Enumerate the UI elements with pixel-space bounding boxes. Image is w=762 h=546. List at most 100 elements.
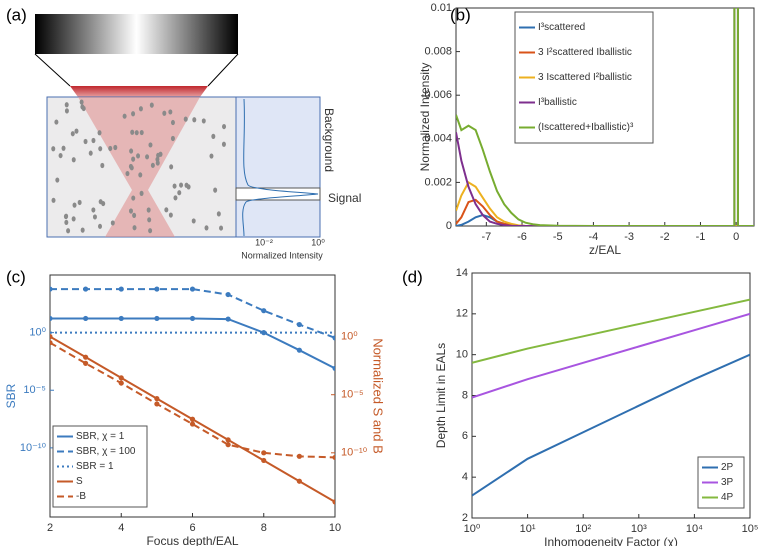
scatterer (91, 137, 96, 144)
y-tick-label: 10⁰ (29, 327, 46, 339)
scatterer (169, 164, 174, 170)
marker (83, 354, 89, 360)
y-axis-label: Depth Limit in EALs (434, 343, 448, 448)
series-line (472, 312, 750, 399)
inset-xlabel: Normalized Intensity (241, 250, 323, 260)
legend-label: (Iscattered+Iballistic)³ (538, 122, 634, 133)
scatterer (131, 195, 136, 201)
marker (83, 286, 89, 292)
x-axis-label: Focus depth/EAL (146, 534, 238, 546)
marker (83, 360, 89, 366)
marker (261, 330, 267, 336)
scatterer (164, 207, 169, 213)
x-axis-label: z/EAL (589, 243, 621, 257)
scatterer (150, 162, 155, 168)
y-tick-label: 0.01 (431, 2, 452, 14)
scatterer (113, 144, 118, 151)
scatterer (125, 170, 130, 177)
scatterer (148, 228, 153, 234)
scatterer (66, 228, 71, 234)
y-tick-label: 0.006 (424, 89, 452, 101)
x-tick-label: 10² (575, 523, 591, 535)
scatterer (98, 199, 103, 205)
y-tick-label: 10⁻¹⁰ (20, 442, 47, 454)
marker (225, 291, 231, 298)
scatterer (138, 106, 143, 112)
x-tick-label: -5 (553, 231, 563, 243)
y2-tick-label: 10⁻⁵ (341, 389, 364, 401)
scatterer (72, 202, 77, 208)
series-line (456, 8, 754, 226)
x-tick-label: -2 (660, 231, 670, 243)
scatterer (149, 102, 154, 108)
legend-label: 4P (721, 492, 734, 503)
marker (118, 375, 124, 381)
series-line (456, 8, 754, 226)
diagram: (a) Background Signal 10⁻² 10⁰ Normalize… (6, 5, 361, 260)
scatterer (145, 154, 150, 160)
objective (35, 14, 238, 54)
x-tick-label: 10⁰ (464, 523, 481, 535)
legend-label: SBR, χ = 100 (76, 446, 136, 457)
x-tick-label: 10¹ (520, 523, 536, 535)
scatterers (51, 99, 227, 234)
scatterer (183, 116, 188, 122)
marker (225, 316, 231, 322)
series-line (472, 298, 750, 364)
scatterer (64, 108, 69, 114)
scatterer (132, 212, 137, 219)
edge (34, 53, 71, 87)
x-tick-label: -6 (517, 231, 527, 243)
scatterer (131, 156, 136, 162)
series-line (50, 288, 335, 339)
marker (154, 315, 160, 322)
series-line (456, 214, 754, 226)
marker (189, 416, 196, 422)
scatterer (170, 135, 175, 142)
scatterer (71, 216, 76, 222)
scatterer (63, 213, 68, 220)
scatterer (64, 102, 69, 108)
y2-tick-label: 10⁰ (341, 331, 358, 343)
scatterer (177, 190, 182, 196)
scatterer (54, 119, 59, 125)
scatterer (148, 142, 153, 148)
legend-label: 3 I²scattered Iballistic (538, 47, 632, 58)
series-line (456, 198, 754, 226)
y-tick-label: 0.004 (424, 133, 452, 145)
scatterer (209, 153, 214, 159)
scatterer (162, 110, 167, 116)
scatterer (222, 123, 227, 130)
scatterer (211, 133, 216, 139)
scatterer (192, 117, 197, 123)
marker (261, 457, 267, 464)
scatterer (80, 227, 85, 233)
legend-label: 2P (721, 462, 734, 473)
scatterer (158, 151, 163, 157)
scatterer (168, 212, 173, 218)
y-tick-label: 12 (456, 308, 468, 320)
legend-label: 3 Iscattered I²ballistic (538, 72, 632, 83)
scatterer (98, 223, 103, 229)
marker (261, 308, 267, 314)
legend-label: S (76, 476, 83, 487)
marker (189, 315, 196, 322)
y-tick-label: 0.002 (424, 176, 452, 188)
x-tick-label: 10⁵ (742, 523, 759, 535)
x-tick-label: -1 (696, 231, 706, 243)
marker (332, 454, 335, 461)
signal-label: Signal (328, 191, 361, 205)
x-axis-label: Inhomogeneity Factor (χ) (544, 535, 678, 546)
scatterer (108, 145, 113, 152)
marker (118, 286, 124, 292)
y-tick-label: 0.008 (424, 46, 452, 58)
marker (296, 453, 302, 459)
scatterer (132, 225, 137, 231)
marker (50, 340, 53, 346)
legend-label: -B (76, 491, 86, 502)
marker (296, 478, 302, 484)
inset-tick: 10⁻² (255, 237, 273, 247)
inset (235, 96, 321, 238)
scatterer (204, 225, 209, 231)
marker (154, 401, 160, 407)
